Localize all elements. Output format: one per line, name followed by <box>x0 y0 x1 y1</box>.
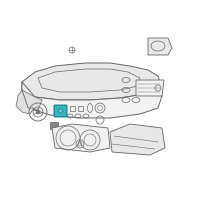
Ellipse shape <box>36 110 40 114</box>
Bar <box>70 106 75 111</box>
Polygon shape <box>52 124 110 152</box>
Ellipse shape <box>58 109 63 113</box>
Polygon shape <box>22 90 42 110</box>
Polygon shape <box>16 90 34 114</box>
Polygon shape <box>38 69 140 92</box>
Polygon shape <box>22 82 162 118</box>
Bar <box>78 106 83 111</box>
FancyBboxPatch shape <box>54 105 67 117</box>
Polygon shape <box>136 80 164 96</box>
Polygon shape <box>22 63 160 100</box>
Bar <box>50 122 58 129</box>
Polygon shape <box>110 124 165 155</box>
Polygon shape <box>148 38 172 55</box>
Ellipse shape <box>59 110 62 112</box>
